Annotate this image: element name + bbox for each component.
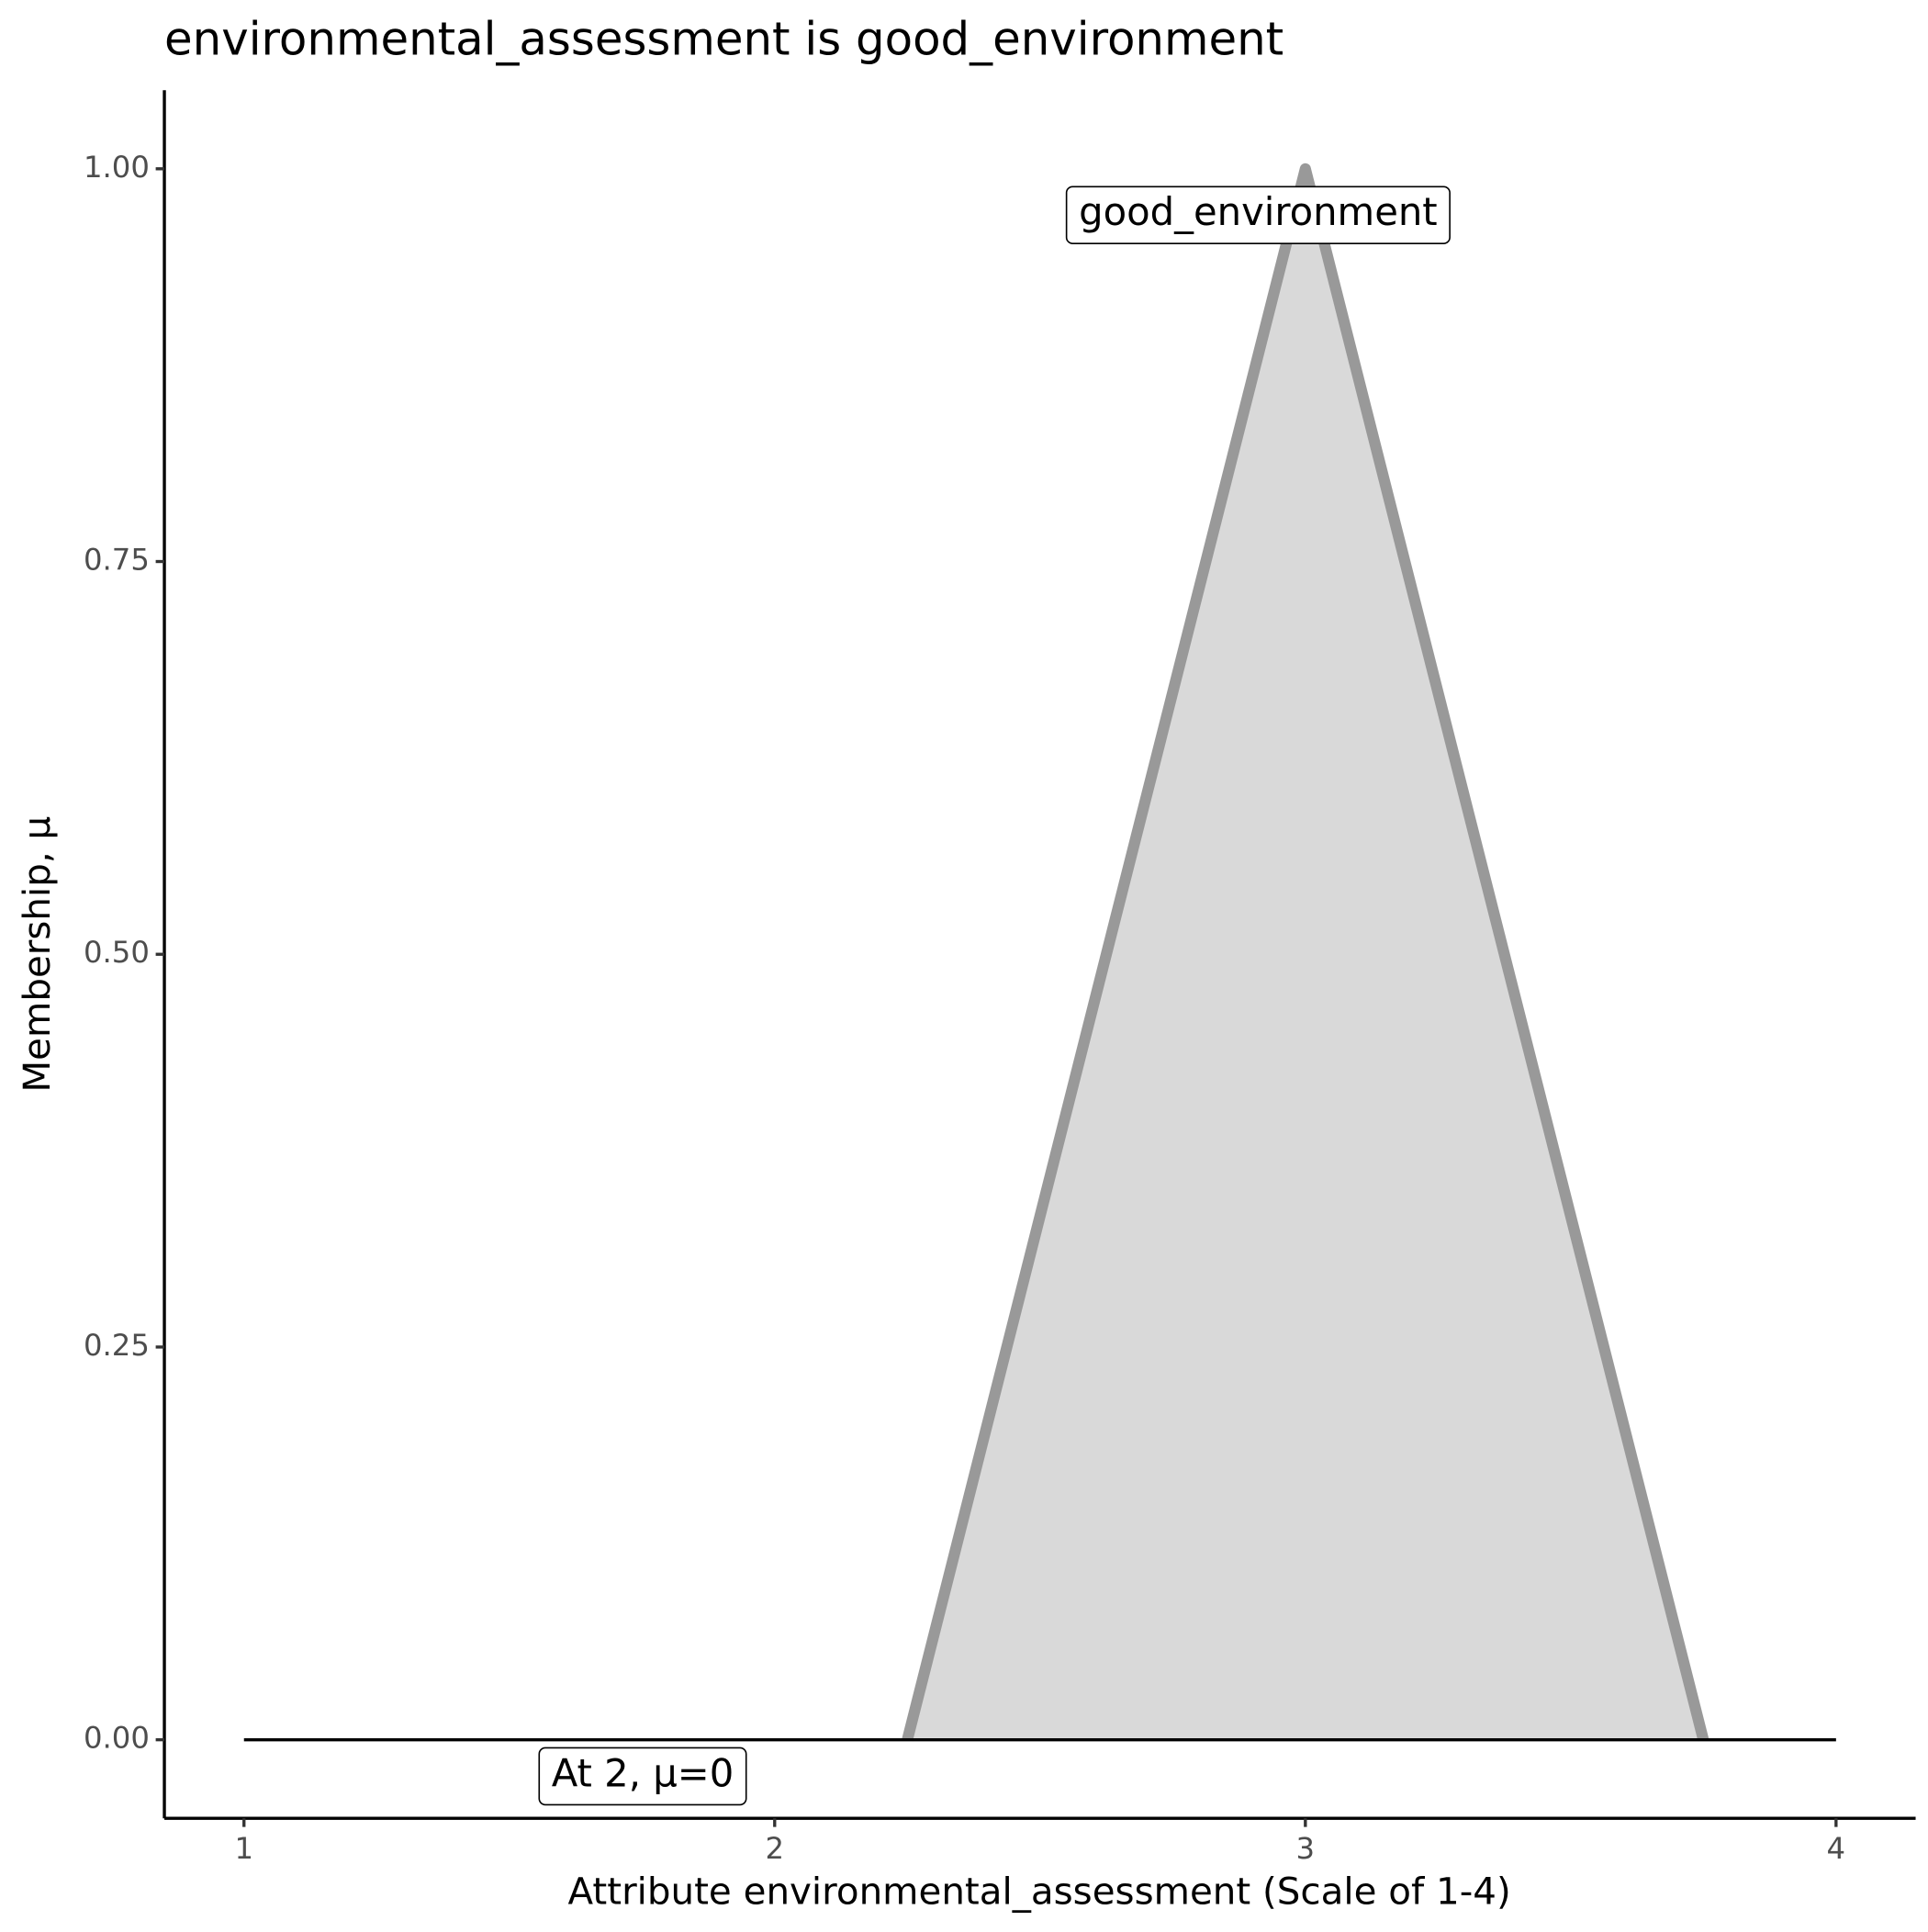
annotation-box <box>538 1747 747 1806</box>
area-fill <box>907 168 1704 1740</box>
y-tick-label: 0.00 <box>84 1721 150 1756</box>
series-label: good_environment <box>1065 185 1451 244</box>
annotation: At 2, μ=0 <box>538 1747 747 1806</box>
series-label-box <box>1065 185 1451 244</box>
y-axis-title: Membership, μ <box>16 816 59 1093</box>
y-tick-label: 0.50 <box>84 935 150 970</box>
annotation-text: At 2, μ=0 <box>552 1750 734 1795</box>
x-tick-label: 3 <box>1296 1831 1316 1866</box>
x-tick-label: 2 <box>765 1831 784 1866</box>
series-label-text: good_environment <box>1079 189 1438 234</box>
x-tick-label: 1 <box>234 1831 253 1866</box>
area-line <box>902 163 1709 1742</box>
chart-title: environmental_assessment is good_environ… <box>164 12 1283 65</box>
y-tick-label: 0.25 <box>84 1328 150 1363</box>
x-axis-title: Attribute environmental_assessment (Scal… <box>568 1870 1511 1913</box>
x-tick-label: 4 <box>1827 1831 1846 1866</box>
y-tick-label: 1.00 <box>84 150 150 185</box>
y-tick-label: 0.75 <box>84 543 150 578</box>
